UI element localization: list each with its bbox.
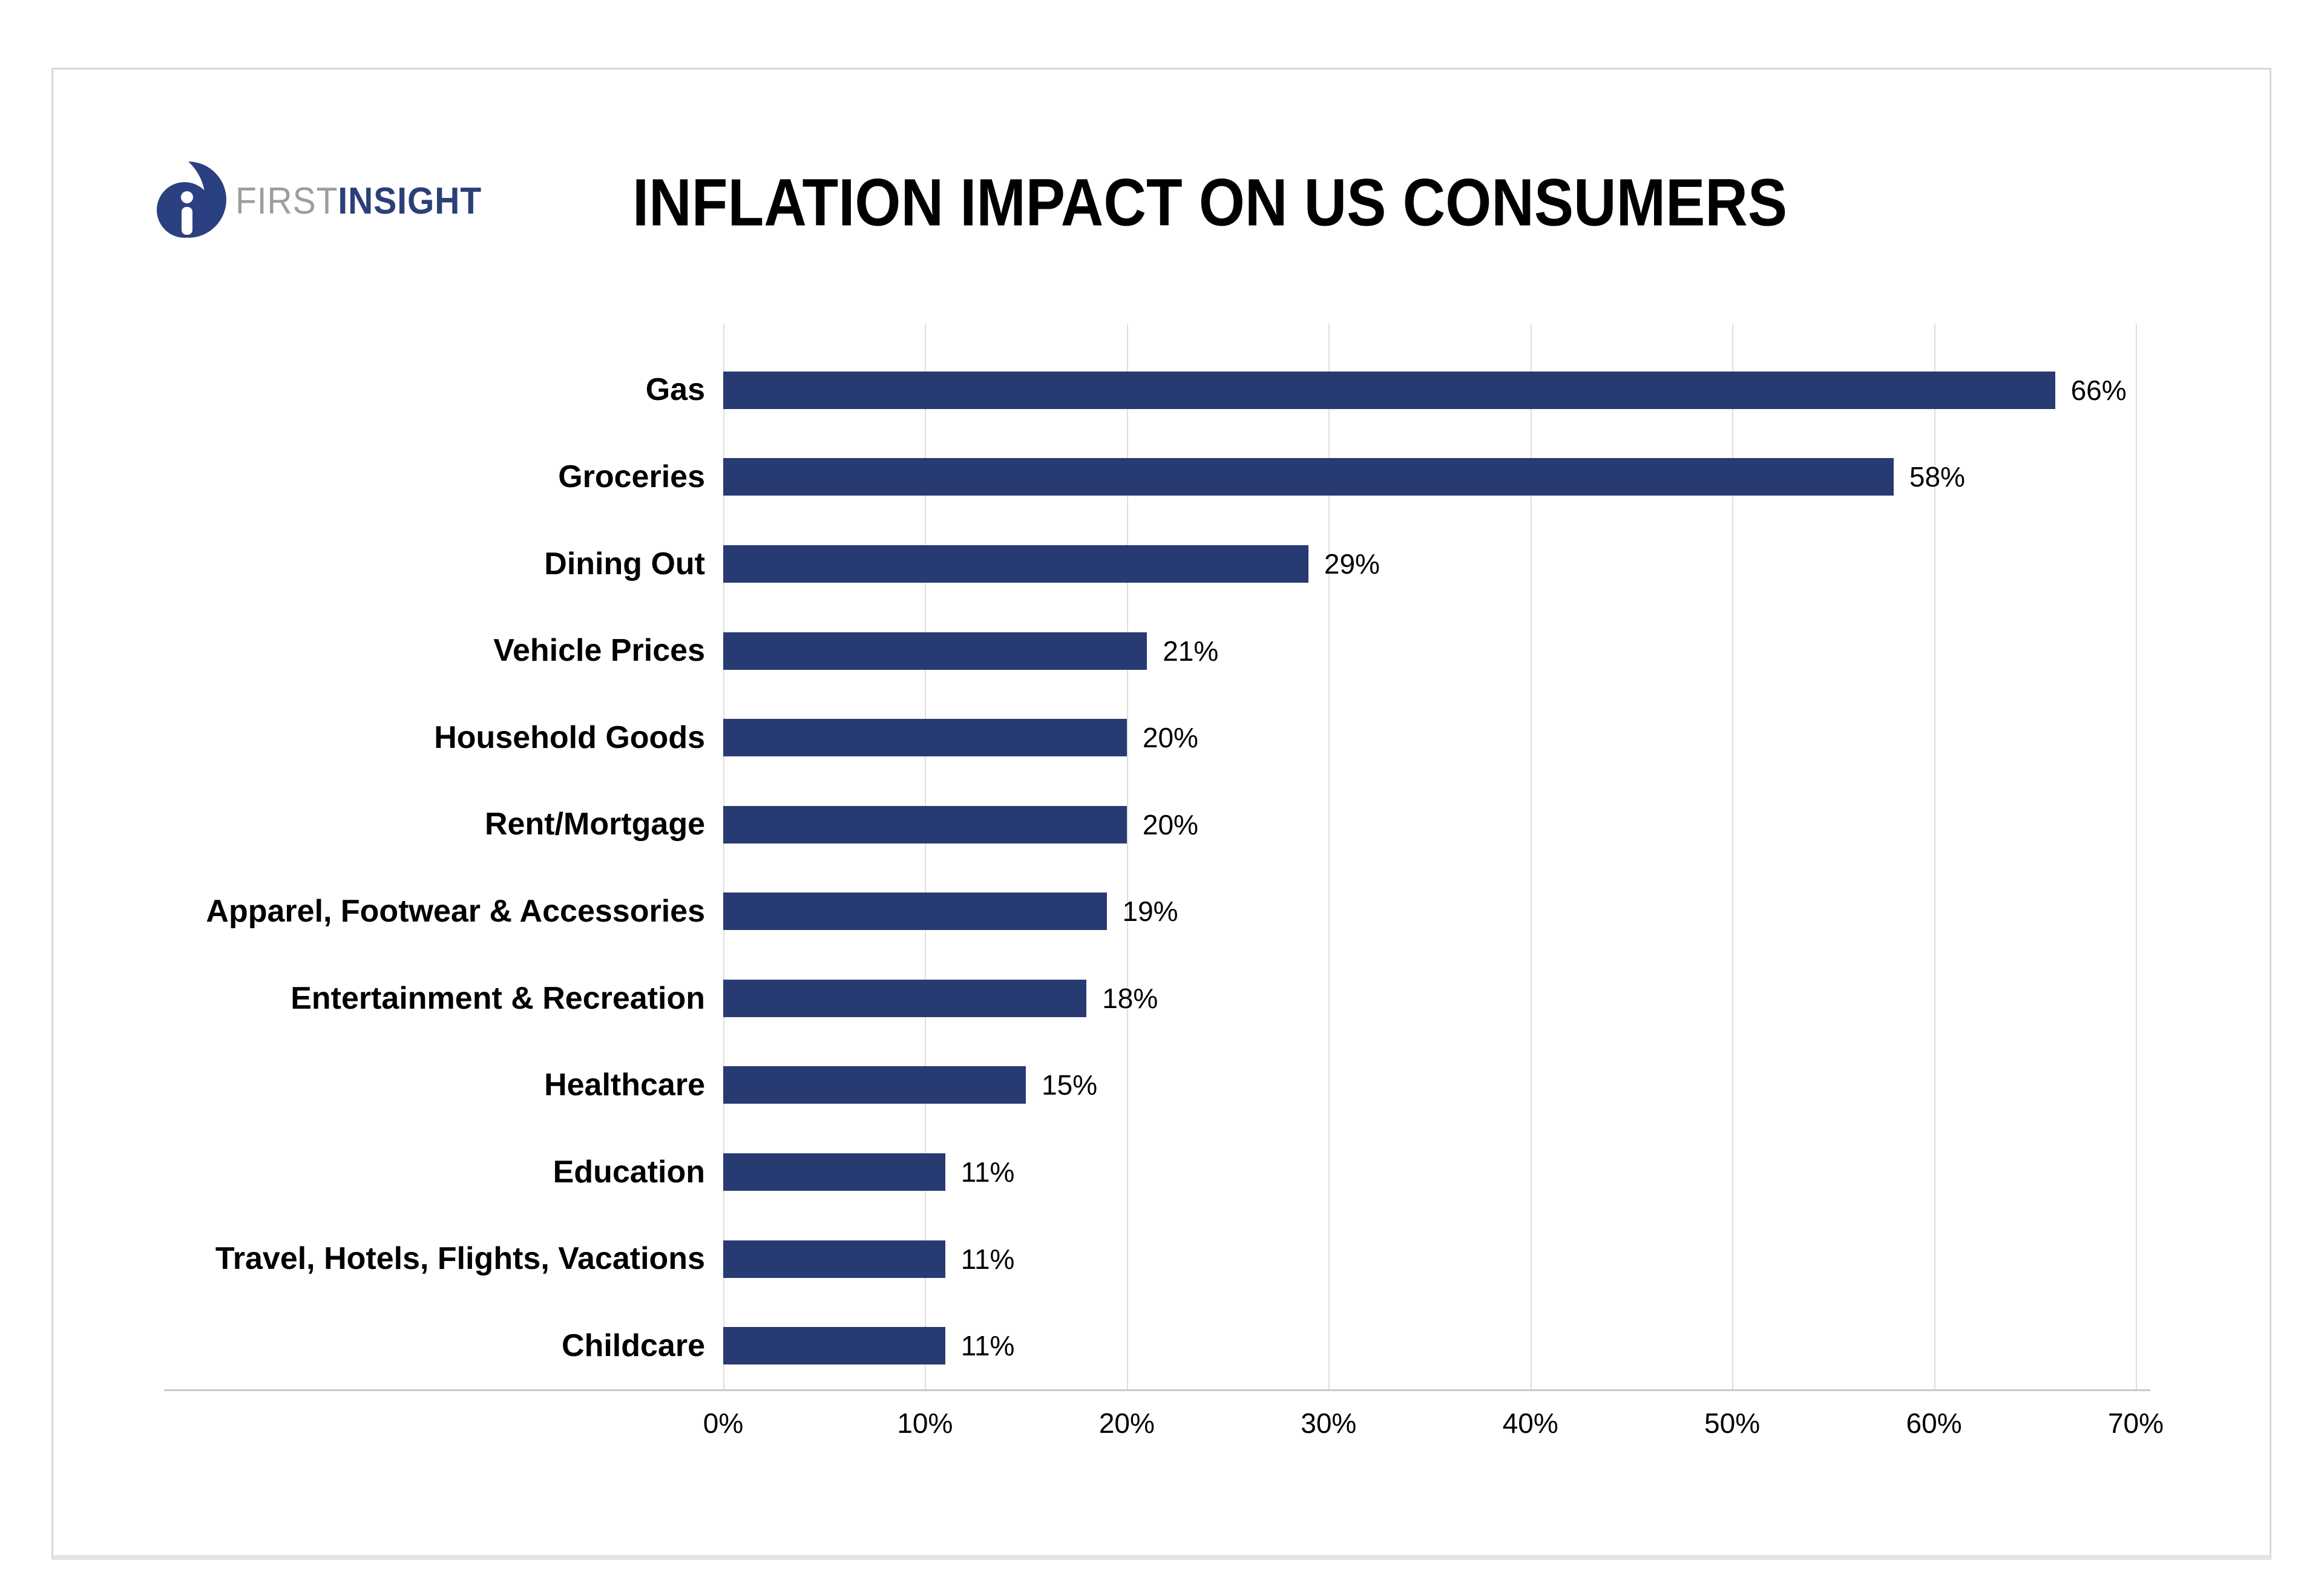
bar-track: 66% — [723, 347, 2156, 434]
bar-row: Education 11% — [165, 1128, 2156, 1216]
bar-track: 20% — [723, 781, 2156, 868]
x-axis-tick: 70% — [2107, 1407, 2164, 1439]
logo-i-dot — [181, 191, 193, 203]
bar-track: 15% — [723, 1042, 2156, 1129]
bar-row: Apparel, Footwear & Accessories 19% — [165, 868, 2156, 955]
logo-i-stem — [182, 207, 192, 235]
bar — [723, 1066, 1026, 1104]
category-label: Rent/Mortgage — [485, 807, 705, 842]
gridline — [1934, 324, 1935, 1389]
bar — [723, 1240, 945, 1278]
gridline — [1328, 324, 1330, 1389]
bar-row: Groceries 58% — [165, 434, 2156, 521]
bar — [723, 371, 2055, 409]
category-label: Healthcare — [544, 1067, 705, 1103]
bar-row: Household Goods 20% — [165, 694, 2156, 781]
firstinsight-logo: FIRSTINSIGHT — [157, 160, 504, 239]
bar-track: 58% — [723, 434, 2156, 521]
brand-insight: INSIGHT — [338, 180, 482, 222]
bar — [723, 893, 1107, 931]
value-label: 21% — [1163, 635, 1219, 667]
x-axis-tick: 60% — [1906, 1407, 1962, 1439]
x-axis-line — [164, 1389, 2150, 1391]
value-label: 18% — [1102, 982, 1158, 1014]
category-label: Entertainment & Recreation — [290, 980, 705, 1016]
gridline — [1530, 324, 1532, 1389]
category-label: Gas — [645, 372, 705, 408]
category-label: Vehicle Prices — [493, 633, 705, 669]
value-label: 11% — [960, 1243, 1015, 1275]
gridline — [925, 324, 927, 1389]
bar-track: 20% — [723, 694, 2156, 781]
bar-track: 11% — [723, 1128, 2156, 1216]
firstinsight-logo-text: FIRSTINSIGHT — [235, 180, 482, 223]
brand-first: FIRST — [235, 180, 338, 222]
x-axis-tick: 10% — [897, 1407, 953, 1439]
value-label: 11% — [960, 1156, 1015, 1188]
bar — [723, 719, 1127, 757]
x-axis-ticks: 0% 10% 20% 30% 40% 50% 60% 70% — [703, 1407, 2164, 1443]
value-label: 29% — [1324, 548, 1380, 580]
bar-row: Vehicle Prices 21% — [165, 608, 2156, 695]
bar — [723, 458, 1894, 496]
bar — [723, 805, 1127, 843]
x-axis-tick: 30% — [1301, 1407, 1357, 1439]
value-label: 11% — [960, 1330, 1015, 1362]
bar-track: 11% — [723, 1302, 2156, 1389]
gridline — [1126, 324, 1128, 1389]
bar-row: Travel, Hotels, Flights, Vacations 11% — [165, 1216, 2156, 1303]
category-label: Education — [553, 1154, 705, 1190]
gridline — [723, 324, 724, 1389]
bar — [723, 545, 1308, 583]
category-label: Household Goods — [434, 719, 705, 755]
value-label: 15% — [1042, 1069, 1098, 1101]
x-axis-tick: 20% — [1098, 1407, 1155, 1439]
plot-gridlines — [723, 324, 2137, 1389]
bar-row: Childcare 11% — [165, 1302, 2156, 1389]
x-axis-tick: 0% — [703, 1407, 744, 1439]
category-label: Groceries — [558, 459, 705, 495]
bar — [723, 1153, 945, 1191]
value-label: 66% — [2070, 374, 2127, 406]
bar-track: 29% — [723, 520, 2156, 608]
category-label: Dining Out — [544, 546, 705, 581]
bar-track: 19% — [723, 868, 2156, 955]
bar-rows: Gas 66% Groceries 58% Dining Out 29% Vehicle P… — [165, 347, 2156, 1389]
bar — [723, 632, 1147, 670]
chart-card: FIRSTINSIGHT INFLATION IMPACT ON US CONS… — [51, 68, 2271, 1560]
category-label: Travel, Hotels, Flights, Vacations — [215, 1241, 705, 1277]
chart-title: INFLATION IMPACT ON US CONSUMERS — [632, 166, 1788, 241]
bar — [723, 1327, 945, 1365]
value-label: 20% — [1142, 808, 1198, 840]
category-label: Apparel, Footwear & Accessories — [206, 893, 705, 929]
bar-row: Entertainment & Recreation 18% — [165, 955, 2156, 1042]
bar — [723, 979, 1087, 1017]
gridline — [1732, 324, 1734, 1389]
bar-row: Dining Out 29% — [165, 520, 2156, 608]
value-label: 58% — [1909, 461, 1965, 493]
bar-row: Gas 66% — [165, 347, 2156, 434]
category-label: Childcare — [562, 1328, 705, 1363]
value-label: 20% — [1142, 722, 1198, 754]
gridline — [2136, 324, 2137, 1389]
x-axis-tick: 50% — [1704, 1407, 1761, 1439]
x-axis-tick: 40% — [1502, 1407, 1558, 1439]
bar-track: 11% — [723, 1216, 2156, 1303]
firstinsight-logo-icon — [157, 162, 226, 238]
bar-row: Healthcare 15% — [165, 1042, 2156, 1129]
bar-track: 21% — [723, 608, 2156, 695]
bar-row: Rent/Mortgage 20% — [165, 781, 2156, 868]
value-label: 19% — [1122, 896, 1178, 928]
bar-track: 18% — [723, 955, 2156, 1042]
